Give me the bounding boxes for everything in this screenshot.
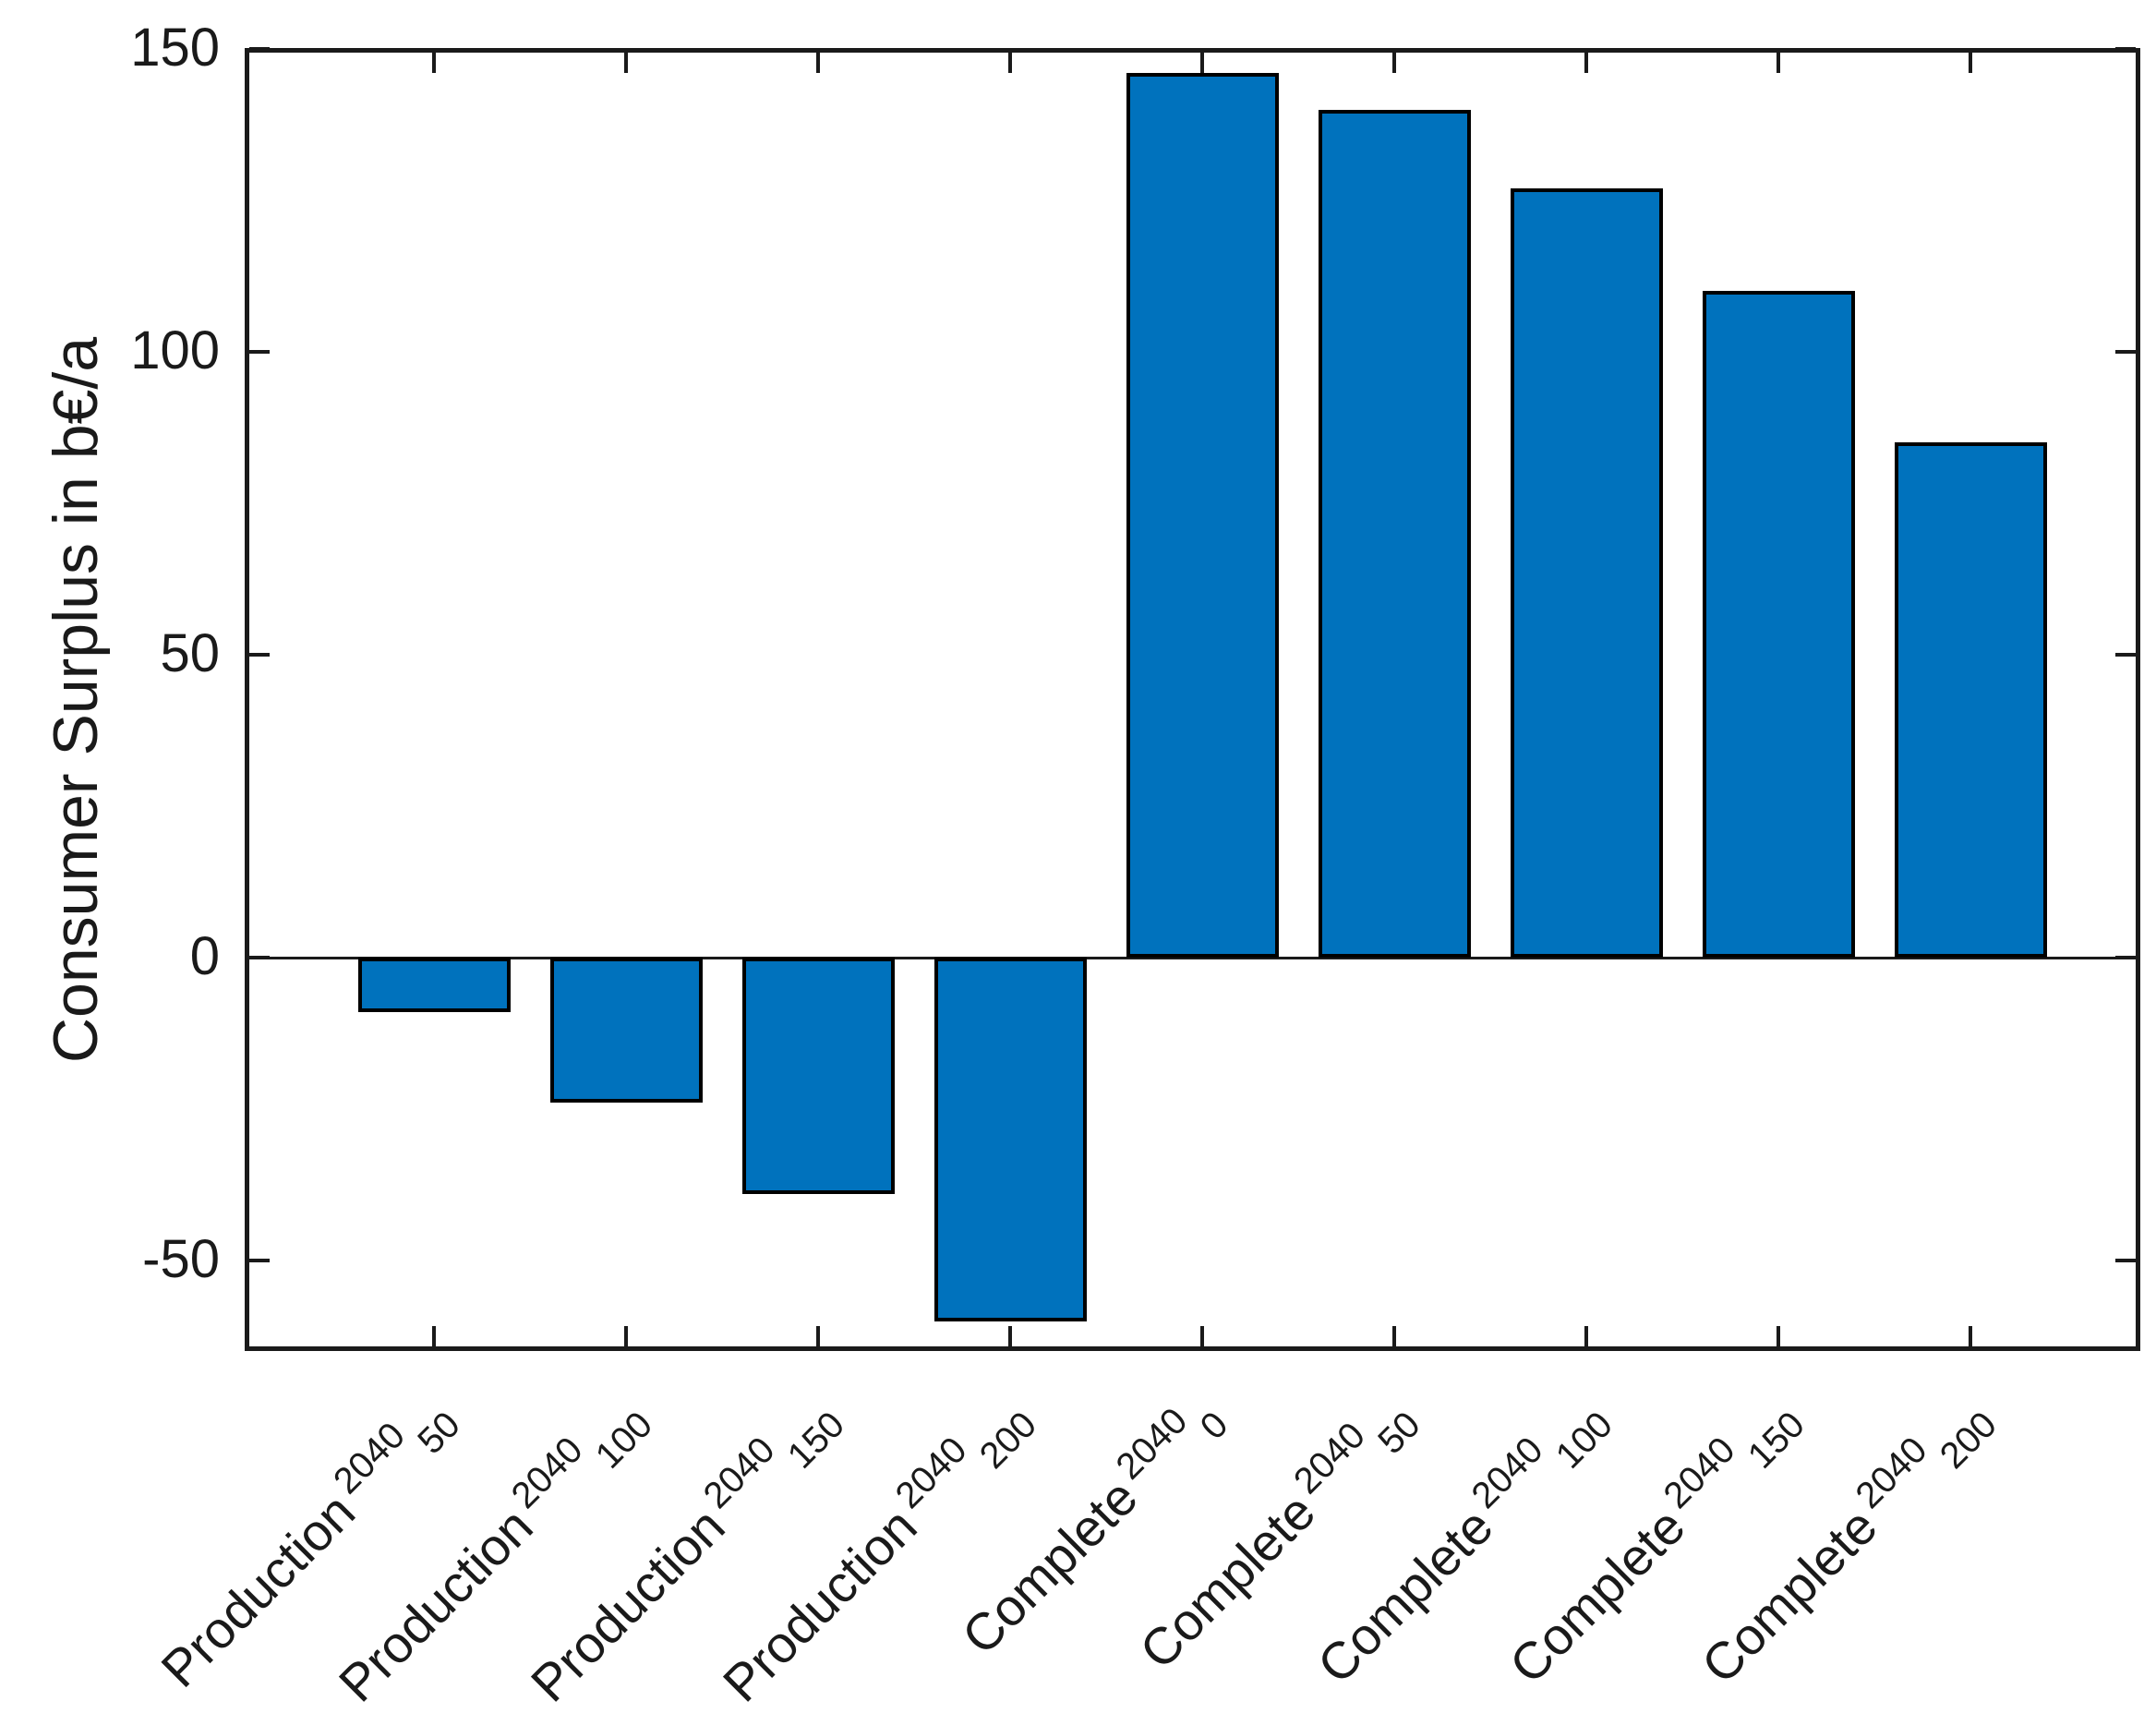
x-tick-label-subscript: 150 — [779, 1404, 852, 1477]
x-tick-label-subscript: 200 — [1932, 1404, 2005, 1477]
x-tick-mark-bottom — [1008, 1326, 1012, 1346]
y-tick-label: 100 — [130, 320, 220, 381]
x-tick-mark-bottom — [1392, 1326, 1396, 1346]
bar — [933, 958, 1087, 1321]
x-tick-label-superscript: 2040 — [887, 1429, 975, 1516]
x-tick-label-superscript: 2040 — [1656, 1429, 1743, 1516]
bar — [357, 958, 511, 1012]
x-tick-label-base: Complete — [1306, 1496, 1504, 1695]
bar — [741, 958, 895, 1194]
x-tick-mark-bottom — [624, 1326, 628, 1346]
bar — [549, 958, 703, 1103]
y-tick-mark-left — [249, 1259, 270, 1262]
x-tick-label-base: Complete — [1127, 1481, 1326, 1681]
zero-baseline — [249, 957, 2136, 959]
x-tick-mark-top — [816, 53, 820, 73]
x-tick-mark-top — [1392, 53, 1396, 73]
y-tick-label: 0 — [189, 926, 220, 987]
y-tick-mark-right — [2115, 956, 2136, 959]
x-tick-label-subscript: 50 — [1370, 1404, 1428, 1463]
x-tick-mark-top — [1969, 53, 1972, 73]
bar — [1318, 110, 1471, 958]
y-tick-mark-right — [2115, 653, 2136, 657]
x-tick-mark-bottom — [432, 1326, 436, 1346]
x-tick-label-subscript: 0 — [1192, 1404, 1236, 1448]
y-tick-mark-left — [249, 350, 270, 354]
x-tick-label-base: Complete — [1498, 1496, 1696, 1695]
x-tick-mark-top — [1200, 53, 1204, 73]
x-tick-label-subscript: 100 — [1548, 1404, 1620, 1477]
x-tick-label-base: Complete — [1690, 1496, 1888, 1695]
y-tick-mark-left — [249, 47, 270, 51]
y-tick-mark-left — [249, 956, 270, 959]
x-tick-label-superscript: 2040 — [1848, 1429, 1935, 1516]
x-tick-mark-bottom — [1584, 1326, 1588, 1346]
x-tick-label-subscript: 50 — [410, 1404, 468, 1463]
y-tick-mark-right — [2115, 47, 2136, 51]
x-tick-label-superscript: 2040 — [1285, 1415, 1373, 1502]
bar — [1894, 442, 2047, 958]
x-tick-mark-bottom — [1969, 1326, 1972, 1346]
x-tick-mark-top — [1008, 53, 1012, 73]
bar — [1510, 188, 1663, 958]
x-tick-label-superscript: 2040 — [1463, 1429, 1551, 1516]
x-tick-label-subscript: 100 — [587, 1404, 660, 1477]
x-tick-label-subscript: 150 — [1740, 1404, 1813, 1477]
y-tick-label: -50 — [142, 1229, 220, 1290]
y-tick-label: 50 — [160, 623, 220, 684]
x-tick-mark-top — [1777, 53, 1780, 73]
x-tick-label-superscript: 2040 — [325, 1415, 413, 1502]
y-tick-label: 150 — [130, 18, 220, 78]
x-tick-label-superscript: 2040 — [1108, 1400, 1196, 1488]
x-tick-mark-top — [1584, 53, 1588, 73]
x-tick-label-superscript: 2040 — [695, 1429, 783, 1516]
x-tick-mark-bottom — [1200, 1326, 1204, 1346]
x-tick-label-subscript: 200 — [971, 1404, 1044, 1477]
bar — [1702, 291, 1855, 958]
x-tick-label-base: Complete — [950, 1467, 1149, 1666]
x-tick-mark-bottom — [816, 1326, 820, 1346]
x-tick-label-superscript: 2040 — [503, 1429, 591, 1516]
x-tick-mark-top — [432, 53, 436, 73]
plot-frame — [245, 48, 2140, 1351]
y-tick-mark-left — [249, 653, 270, 657]
x-tick-mark-top — [624, 53, 628, 73]
bar — [1126, 73, 1279, 958]
x-tick-mark-bottom — [1777, 1326, 1780, 1346]
y-tick-mark-right — [2115, 1259, 2136, 1262]
y-tick-mark-right — [2115, 350, 2136, 354]
